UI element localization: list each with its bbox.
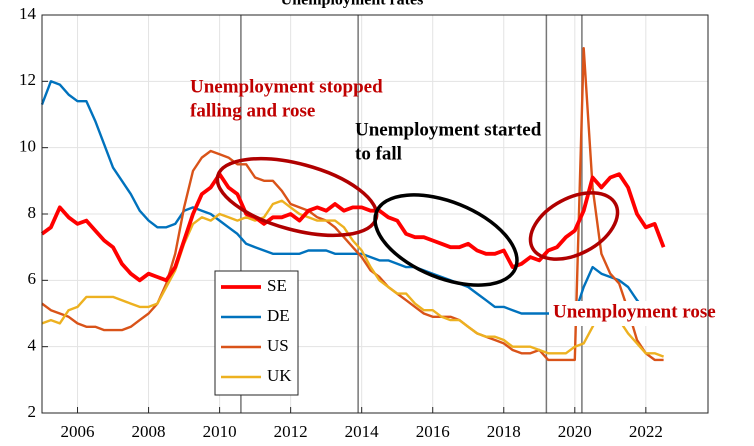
x-tick-label: 2008 — [132, 422, 166, 441]
series-line — [40, 172, 666, 283]
y-tick-label: 4 — [28, 336, 37, 355]
chart-title: Unemployment rates — [281, 0, 424, 9]
y-tick-label: 14 — [19, 4, 37, 23]
x-tick-label: 2016 — [416, 422, 450, 441]
legend-label: UK — [267, 366, 292, 385]
annotation: Unemployment started — [355, 119, 542, 140]
series-line — [41, 47, 664, 362]
legend-label: US — [267, 336, 289, 355]
x-tick-label: 2014 — [345, 422, 380, 441]
x-tick-label: 2018 — [487, 422, 521, 441]
annotation: to fall — [355, 143, 402, 164]
y-tick-label: 12 — [19, 70, 36, 89]
highlight-ellipse — [528, 191, 620, 261]
y-tick-label: 6 — [28, 269, 37, 288]
x-tick-label: 2022 — [629, 422, 663, 441]
y-tick-label: 2 — [28, 402, 37, 421]
annotation: falling and rose — [190, 100, 315, 121]
x-tick-label: 2012 — [274, 422, 308, 441]
series-line — [41, 199, 665, 358]
x-tick-label: 2010 — [203, 422, 237, 441]
legend-box — [214, 270, 299, 396]
y-tick-label: 8 — [28, 203, 37, 222]
legend-label: SE — [267, 276, 287, 295]
annotation: Unemployment stopped — [190, 76, 383, 97]
annotation: Unemployment rose — [553, 301, 716, 322]
x-tick-label: 2006 — [61, 422, 95, 441]
legend-label: DE — [267, 306, 290, 325]
x-tick-label: 2020 — [558, 422, 592, 441]
highlight-ellipse — [373, 193, 519, 287]
axes-box — [41, 14, 709, 414]
y-tick-label: 10 — [19, 137, 36, 156]
annotation-background — [549, 301, 749, 326]
